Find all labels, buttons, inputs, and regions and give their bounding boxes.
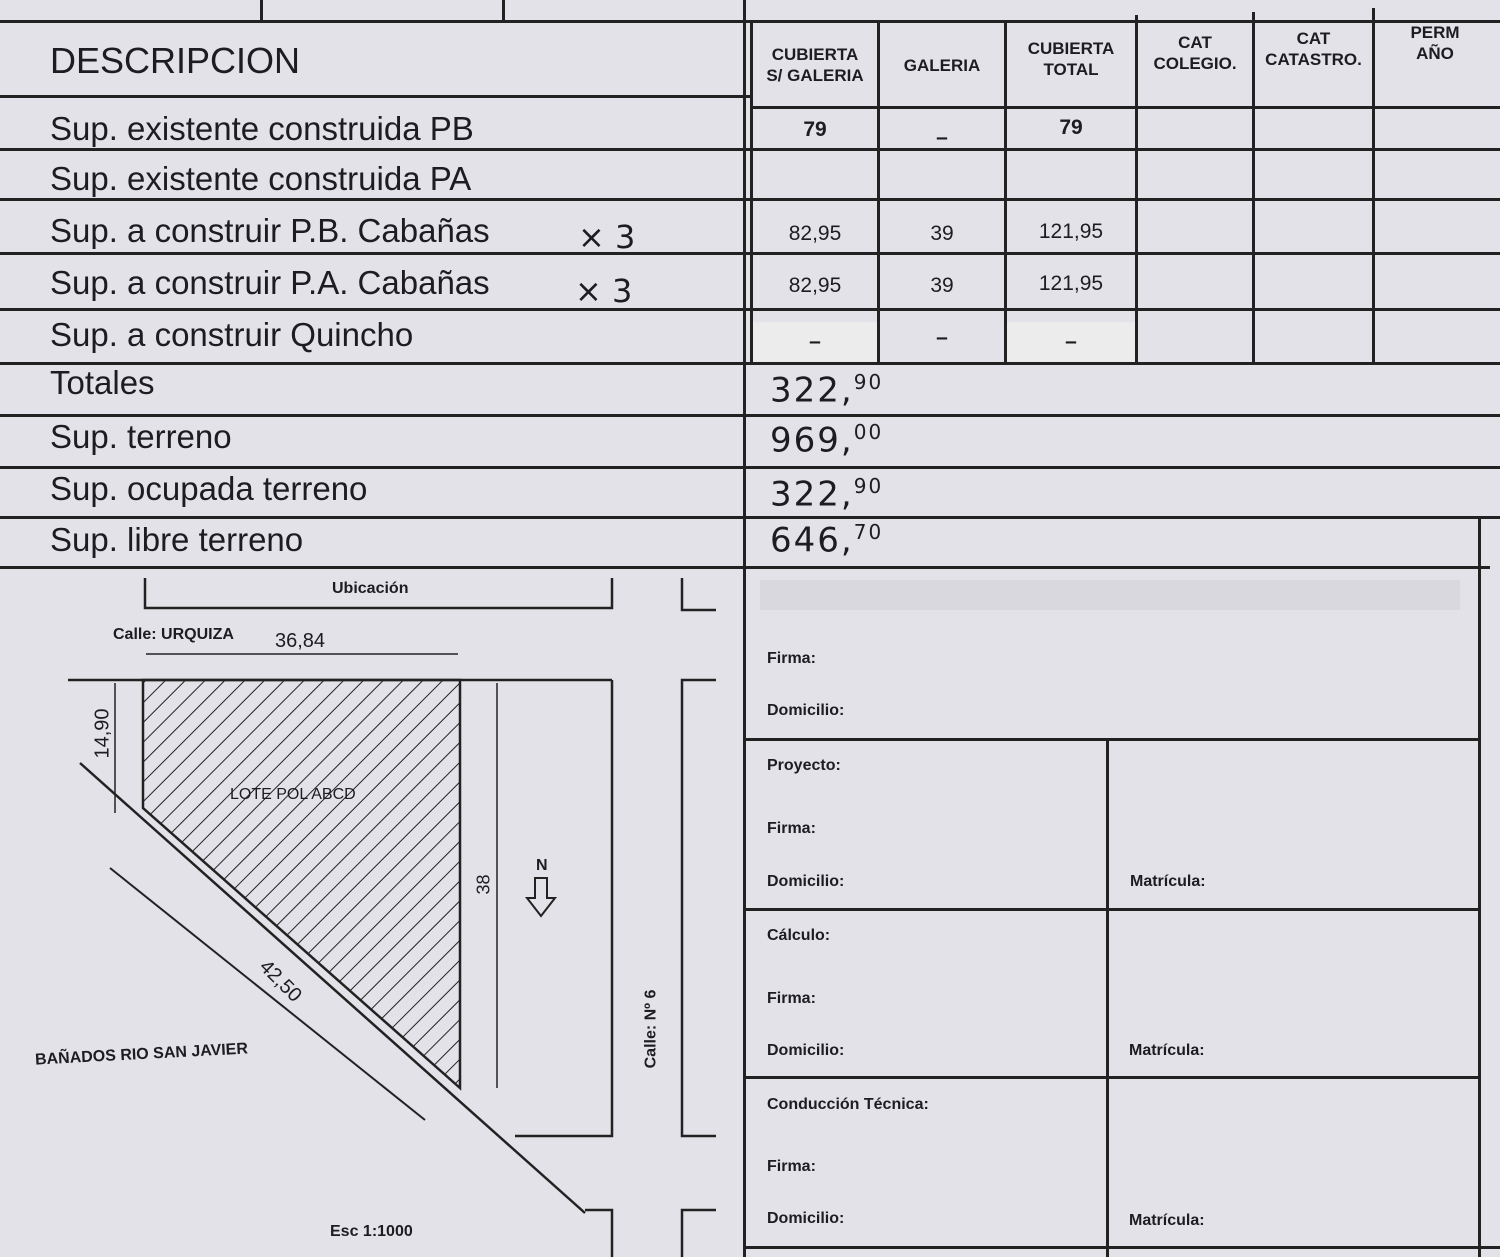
row-rule [0, 198, 1500, 201]
conduccion-title: Conducción Técnica: [767, 1096, 929, 1113]
dim-left: 14,90 [91, 708, 114, 759]
conduccion-matricula-label: Matrícula: [1129, 1212, 1205, 1229]
cell-value: 39 [930, 222, 954, 245]
cell-value: – [936, 326, 948, 349]
row-rule [0, 414, 1500, 417]
row-rule [0, 566, 1490, 569]
summary-value-libre: 646,70 [770, 520, 884, 561]
cell-value: – [753, 322, 877, 362]
col-galeria: GALERIA [903, 55, 981, 75]
summary-label: Totales [50, 364, 155, 401]
calculo-title: Cálculo: [767, 927, 831, 944]
north-label: N [536, 857, 548, 874]
cell-value: 39 [930, 274, 954, 297]
divider [1252, 12, 1255, 365]
row-rule [750, 106, 1500, 109]
cell-value: – [1007, 322, 1135, 362]
cell-value: – [936, 126, 948, 149]
owner-firma-label: Firma: [767, 650, 816, 667]
divider [1004, 20, 1007, 365]
row-rule [745, 738, 1480, 741]
summary-value-ocupada: 322,90 [770, 474, 884, 515]
summary-label: Sup. libre terreno [50, 521, 304, 558]
owner-domicilio-label: Domicilio: [767, 702, 845, 719]
summary-value-totales: 322,90 [770, 370, 884, 411]
cell-value: 82,95 [788, 274, 842, 297]
cell-value: 82,95 [788, 222, 842, 245]
dim-right: 38 [473, 874, 494, 895]
summary-label: Sup. ocupada terreno [50, 470, 368, 507]
col-cat-colegio: CAT COLEGIO. [1153, 33, 1237, 73]
lot-label: LOTE POL ABCD [230, 786, 356, 803]
col-perm-ano: PERM AÑO [1410, 23, 1460, 63]
cell-value: 121,95 [1038, 220, 1104, 243]
col-cubierta-sin-galeria: CUBIERTA S/ GALERIA [766, 45, 864, 85]
calculo-firma-label: Firma: [767, 990, 816, 1007]
summary-label: Sup. terreno [50, 418, 232, 455]
calculo-domicilio-label: Domicilio: [767, 1042, 845, 1059]
dim-top: 36,84 [275, 630, 326, 652]
row-note: × 3 [578, 218, 636, 256]
cell-value: 121,95 [1038, 272, 1104, 295]
cell-value: 79 [1059, 116, 1083, 139]
divider [1372, 8, 1375, 365]
divider [743, 0, 746, 1257]
divider [750, 20, 753, 365]
calculo-matricula-label: Matrícula: [1129, 1042, 1205, 1059]
divider [1478, 518, 1481, 1257]
divider [1135, 15, 1138, 365]
col-cat-catastro: CAT CATASTRO. [1265, 29, 1362, 69]
cell-value: 79 [803, 118, 827, 141]
row-rule [0, 362, 1500, 365]
description-header: DESCRIPCION [50, 40, 301, 81]
proyecto-domicilio-label: Domicilio: [767, 873, 845, 890]
divider [260, 0, 263, 22]
north-arrow-icon [524, 877, 558, 918]
row-label: Sup. existente construida PB [50, 110, 474, 147]
row-rule [745, 908, 1480, 911]
row-rule [0, 252, 1500, 255]
row-rule [0, 466, 1500, 469]
row-rule [0, 95, 750, 98]
row-rule [0, 516, 1500, 519]
proyecto-firma-label: Firma: [767, 820, 816, 837]
street-right-label: Calle: Nº 6 [642, 989, 660, 1069]
redacted-owner-name [760, 580, 1460, 610]
divider [877, 20, 880, 365]
divider [1106, 740, 1109, 1257]
row-label: Sup. a construir P.B. Cabañas [50, 212, 490, 249]
summary-value-terreno: 969,00 [770, 420, 884, 461]
proyecto-title: Proyecto: [767, 757, 841, 774]
row-label: Sup. a construir Quincho [50, 316, 414, 353]
row-rule [745, 1076, 1480, 1079]
divider [502, 0, 505, 22]
row-label: Sup. existente construida PA [50, 160, 472, 197]
conduccion-domicilio-label: Domicilio: [767, 1210, 845, 1227]
conduccion-firma-label: Firma: [767, 1158, 816, 1175]
proyecto-matricula-label: Matrícula: [1130, 873, 1206, 890]
row-note: × 3 [575, 272, 633, 310]
plan-title: Ubicación [332, 580, 409, 597]
row-rule [745, 1246, 1500, 1249]
row-label: Sup. a construir P.A. Cabañas [50, 264, 490, 301]
scale-label: Esc 1:1000 [330, 1223, 413, 1240]
row-rule [0, 308, 1500, 311]
street-top-label: Calle: URQUIZA [113, 626, 234, 643]
row-rule [0, 148, 1500, 151]
site-plan [68, 578, 716, 1257]
col-cubierta-total: CUBIERTA TOTAL [1027, 39, 1115, 79]
